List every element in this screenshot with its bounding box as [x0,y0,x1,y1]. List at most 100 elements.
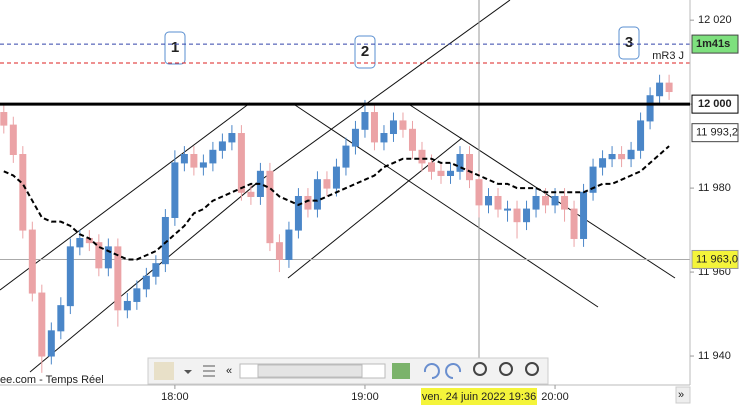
price-label: 11 993,2 [696,127,738,139]
moving-average [3,145,670,261]
candle-body [0,112,8,126]
price-box [691,249,739,269]
candle-body [57,305,65,332]
candle-body [427,162,435,172]
icon[interactable] [499,362,513,376]
icon[interactable] [445,363,462,379]
candle-body [152,263,160,277]
candle-body [275,242,283,260]
candle-body [627,149,635,160]
candle-body [285,229,293,260]
candle-body [323,179,331,189]
candle-body [19,154,27,231]
candle-body [466,154,474,181]
candle-body [446,170,454,176]
candle-body [228,133,236,143]
candle-body [608,154,616,160]
candle-body [38,292,46,357]
source-label: ee.com - Temps Réel [0,374,104,386]
trend-line [0,102,251,291]
candle-body [532,195,540,210]
candle-body [123,300,131,311]
candle-body [95,242,103,269]
candle-body [570,208,578,239]
plot [0,0,690,385]
cursor-box [421,388,538,405]
candle-body [589,166,597,193]
candle-body [247,191,255,197]
candle-body [551,195,559,206]
price-box [691,34,739,54]
candle-body [171,162,179,218]
candle-body [399,120,407,130]
candle-body [351,128,359,147]
icon[interactable] [184,370,192,374]
candle-body [332,166,340,189]
candle-body [437,170,445,176]
candle-body [209,149,217,164]
candle-body [313,179,321,210]
trend-line [249,0,511,189]
candle-body [294,195,302,231]
annotation: 3 [625,34,633,51]
candle-body [28,229,36,294]
candle-body [114,246,122,311]
x-tick-label: 20:00 [541,391,569,403]
scroll-button[interactable] [675,386,691,404]
price-label: mR3 J [652,50,684,62]
candle-body [599,158,607,168]
icon[interactable] [203,365,215,377]
icon[interactable] [473,362,487,376]
toolbar: « [147,357,549,385]
candle-body [542,195,550,206]
candle-body [656,82,664,97]
candle-body [389,120,397,135]
candle-body [180,154,188,164]
candle-body [66,246,74,307]
candle-body [47,330,55,357]
y-tick-label: 11 960 [698,266,731,278]
cursor-label: ven. 24 juin 2022 19:36 [422,391,536,403]
y-tick-label: 12 000 [698,98,732,110]
candle-body [646,95,654,122]
icon[interactable] [154,362,174,380]
candle-body [76,237,84,248]
candle-body [380,133,388,143]
icon[interactable] [392,363,410,379]
x-tick-label: 19:00 [351,391,379,403]
annotation: 1 [171,39,179,56]
candle-body [408,128,416,151]
trend-line [287,137,463,279]
candle-body [418,149,426,164]
price-label: 11 963,0 [696,253,738,265]
candle-body [304,195,312,210]
candle-body [237,133,245,193]
y-tick-label: 11 940 [698,350,731,362]
price-box [691,94,739,114]
candle-body [485,195,493,206]
candle-body [475,179,483,206]
candle-body [370,112,378,143]
annotation-box [164,31,186,65]
candle-body [266,170,274,244]
candle-body [580,191,588,239]
price-box [691,123,739,143]
candle-body [104,246,112,269]
scroll-thumb[interactable] [257,364,363,378]
candle-body [523,208,531,223]
candle-body [618,154,626,160]
candle-body [504,208,512,211]
candle-body [342,145,350,168]
scroll-icon[interactable]: » [678,389,684,401]
candle-body [513,208,521,223]
icon[interactable] [525,362,539,376]
icon[interactable] [423,363,440,379]
icon[interactable]: « [226,365,232,377]
annotation: 2 [361,43,369,60]
candle-body [9,124,17,156]
candle-body [218,141,226,151]
candle-body [161,216,169,265]
candle-body [199,162,207,168]
y-tick-label: 12 020 [698,14,732,26]
